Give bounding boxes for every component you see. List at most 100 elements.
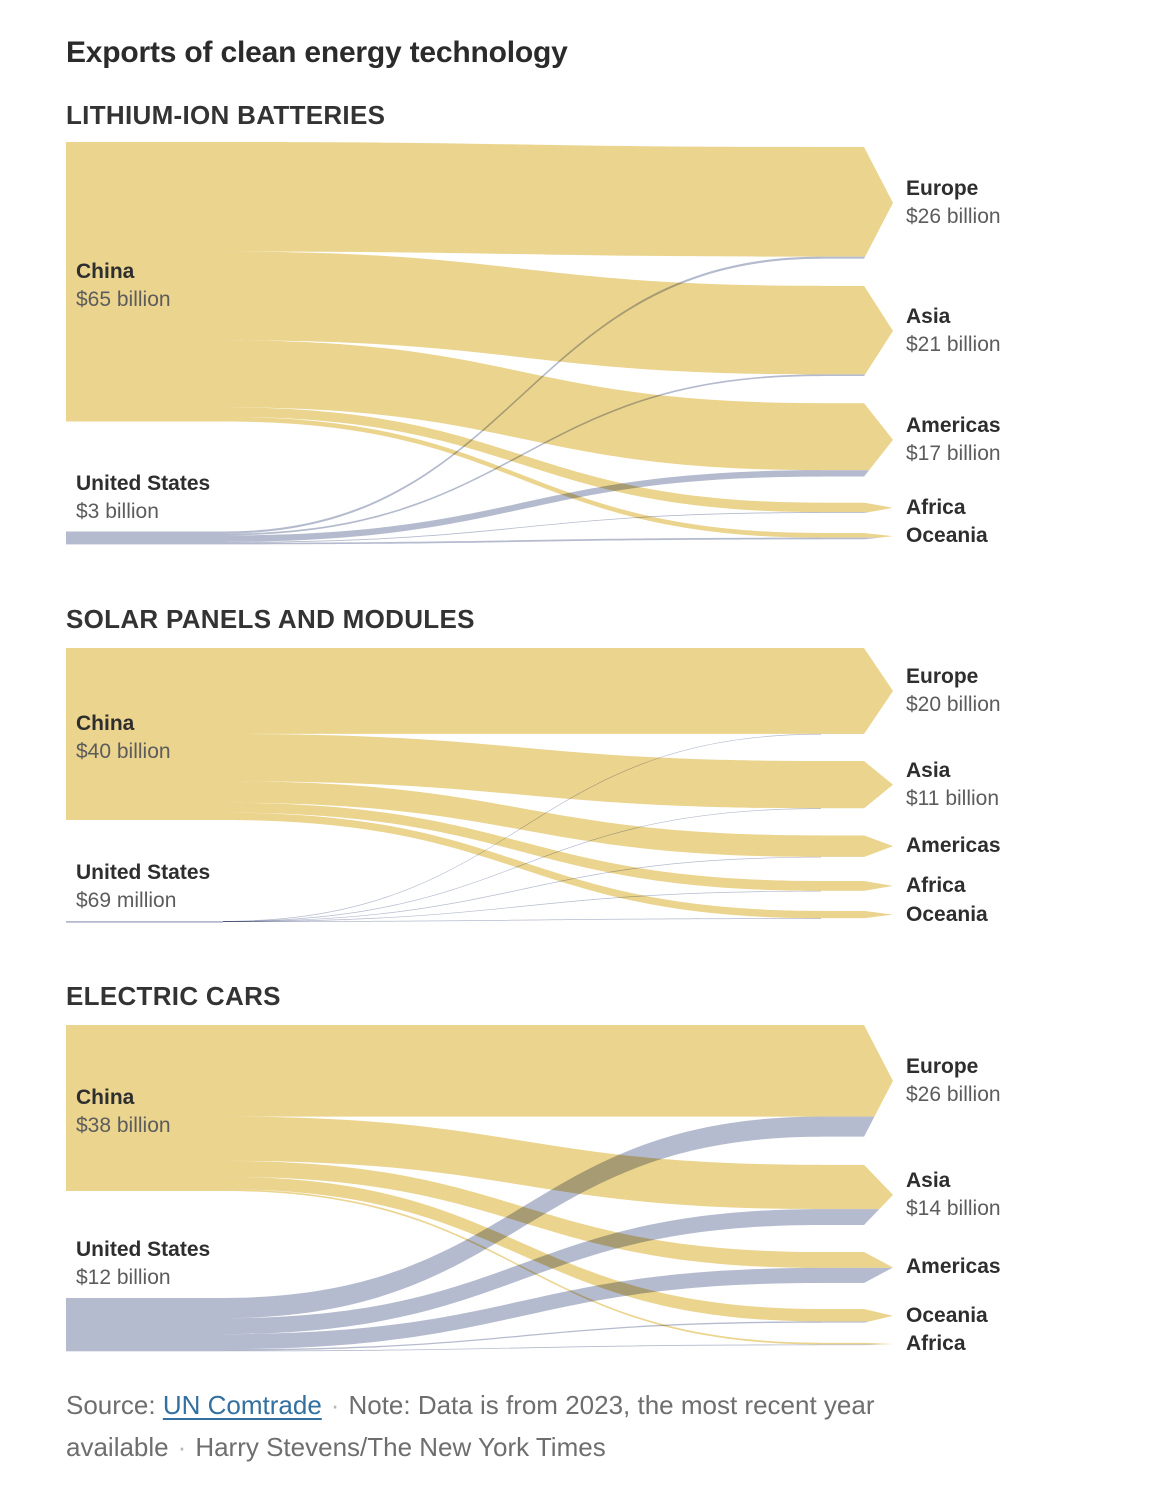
flow-china-africa: [223, 407, 821, 513]
node-segment-united-states: [821, 512, 893, 513]
source-label-united-states: United States $12 billion: [76, 1236, 210, 1292]
dest-label-americas: Americas $17 billion: [906, 412, 1001, 468]
china-name: China: [76, 712, 135, 735]
dest-label-europe: Europe $26 billion: [906, 1053, 1001, 1109]
flow-china-europe: [223, 648, 821, 734]
node-americas: [821, 1252, 893, 1283]
dest-label-africa: Africa: [906, 1330, 966, 1358]
europe-value: $26 billion: [906, 204, 1001, 228]
node-segment-china: [821, 648, 893, 734]
americas-value: $17 billion: [906, 441, 1001, 465]
americas-name: Americas: [906, 1255, 1001, 1279]
dest-label-americas: Americas: [906, 1253, 1001, 1281]
europe-value: $26 billion: [906, 1082, 1001, 1106]
flow-united-states-oceania: [223, 537, 821, 545]
asia-name: Asia: [906, 304, 951, 328]
section-heading-lithium-ion-batteries: LITHIUM-ION BATTERIES: [66, 100, 386, 130]
node-africa: [821, 502, 893, 513]
flow-china-europe: [223, 1025, 821, 1117]
source-link[interactable]: UN Comtrade: [162, 1390, 322, 1420]
dest-label-americas: Americas: [906, 832, 1001, 860]
china-value: $40 billion: [76, 740, 171, 763]
page-title: Exports of clean energy technology: [66, 36, 568, 69]
node-americas: [821, 403, 893, 477]
node-segment-china: [821, 403, 893, 471]
node-americas: [821, 835, 893, 857]
flow-united-states-americas: [223, 856, 821, 922]
footer-note: Note: Data is from 2023, the most recent…: [66, 1390, 875, 1462]
flow-china-asia: [223, 251, 821, 375]
flow-united-states-asia: [223, 374, 821, 536]
china-value: $65 billion: [76, 287, 171, 311]
dest-label-africa: Africa: [906, 872, 966, 900]
source-label-united-states: United States $3 billion: [76, 470, 210, 526]
flow-china-asia: [223, 733, 821, 809]
china-name: China: [76, 1085, 135, 1109]
node-europe: [821, 147, 893, 259]
node-united-states: [66, 1297, 223, 1352]
dest-label-europe: Europe $26 billion: [906, 175, 1001, 231]
node-segment-china: [821, 835, 893, 857]
united-states-value: $69 million: [76, 889, 177, 912]
flow-united-states-americas: [223, 470, 821, 542]
flow-china-oceania: [223, 416, 821, 538]
flow-united-states-africa: [223, 1344, 821, 1352]
dest-label-africa: Africa: [906, 494, 966, 522]
source-label-china: China $40 billion: [76, 710, 171, 766]
node-united-states: [66, 921, 223, 923]
node-europe: [821, 648, 893, 734]
source-label-united-states: United States $69 million: [76, 859, 210, 915]
node-united-states: [66, 531, 223, 545]
node-africa: [821, 1342, 893, 1346]
node-africa: [821, 880, 893, 891]
africa-name: Africa: [906, 1332, 966, 1355]
flow-united-states-europe: [223, 733, 821, 922]
flow-united-states-asia: [223, 808, 821, 922]
node-segment-united-states: [821, 470, 893, 477]
section-heading-solar-panels-and-modules: SOLAR PANELS AND MODULES: [66, 604, 475, 634]
node-segment-china: [821, 761, 893, 809]
node-china: [66, 648, 223, 820]
americas-name: Americas: [906, 413, 1001, 437]
node-europe: [821, 1025, 893, 1137]
node-asia: [821, 761, 893, 809]
node-segment-china: [821, 147, 893, 257]
node-segment-united-states: [821, 1321, 893, 1323]
united-states-name: United States: [76, 1237, 211, 1261]
node-china: [66, 1025, 223, 1191]
sankey-solar-panels-and-modules: [66, 648, 893, 923]
flow-china-americas: [223, 340, 821, 471]
dest-label-oceania: Oceania: [906, 1302, 988, 1330]
separator-dot: ·: [177, 1432, 187, 1462]
flow-china-europe: [223, 142, 821, 257]
node-segment-china: [821, 880, 893, 891]
flow-united-states-oceania: [223, 918, 821, 922]
asia-value: $11 billion: [906, 786, 1000, 810]
china-value: $38 billion: [76, 1113, 171, 1137]
asia-value: $14 billion: [906, 1196, 1001, 1220]
flow-china-oceania: [223, 1176, 821, 1322]
europe-name: Europe: [906, 176, 979, 200]
node-china: [66, 142, 223, 422]
europe-value: $20 billion: [906, 693, 1001, 716]
node-segment-china: [821, 1025, 893, 1117]
node-segment-china: [821, 285, 893, 375]
dest-label-oceania: Oceania: [906, 901, 988, 929]
asia-name: Asia: [906, 1168, 951, 1192]
dest-label-asia: Asia $21 billion: [906, 303, 1001, 359]
europe-name: Europe: [906, 665, 979, 688]
united-states-name: United States: [76, 861, 211, 884]
flow-united-states-oceania: [223, 1321, 821, 1351]
node-segment-china: [821, 1308, 893, 1322]
dest-label-asia: Asia $14 billion: [906, 1167, 1001, 1223]
flow-united-states-asia: [223, 1209, 821, 1335]
footer-byline: Harry Stevens/The New York Times: [195, 1432, 606, 1462]
node-asia: [821, 1164, 893, 1225]
section-heading-electric-cars: ELECTRIC CARS: [66, 981, 281, 1011]
node-oceania: [821, 1308, 893, 1323]
footer: Source: UN Comtrade · Note: Data is from 2…: [66, 1384, 896, 1468]
node-oceania: [821, 910, 893, 919]
africa-name: Africa: [906, 873, 966, 897]
flow-united-states-europe: [223, 256, 821, 534]
asia-name: Asia: [906, 758, 951, 782]
